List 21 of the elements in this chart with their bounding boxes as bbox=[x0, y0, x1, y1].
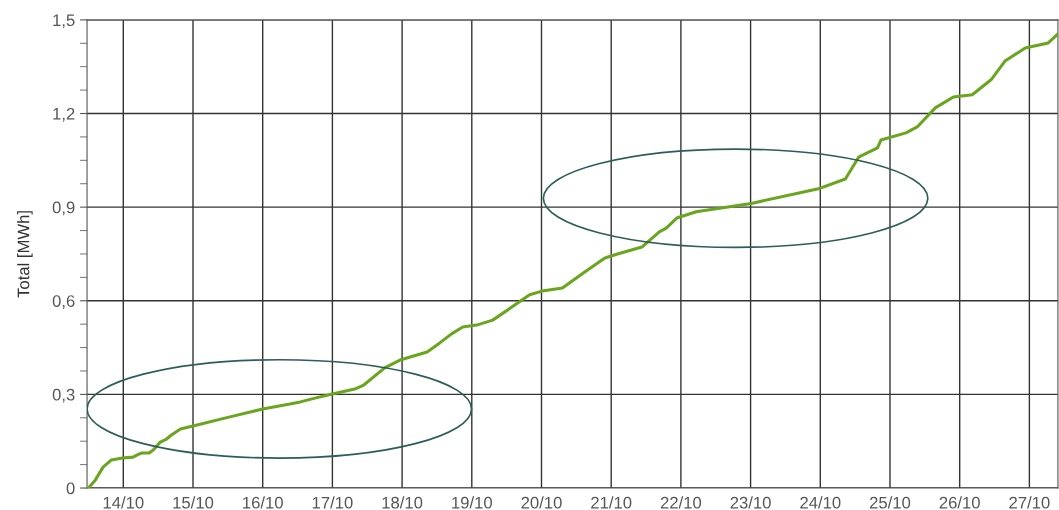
x-tick-label: 23/10 bbox=[730, 496, 771, 509]
y-tick-label: 1,2 bbox=[53, 107, 75, 122]
x-tick-label: 25/10 bbox=[869, 496, 911, 509]
x-tick-label: 20/10 bbox=[521, 496, 562, 509]
x-tick-label: 14/10 bbox=[103, 496, 144, 509]
x-tick-label: 22/10 bbox=[660, 496, 702, 509]
y-tick-label: 0,6 bbox=[52, 295, 75, 309]
x-tick-label: 26/10 bbox=[939, 496, 980, 509]
x-tick-label: 19/10 bbox=[452, 496, 492, 509]
x-tick-label: 17/10 bbox=[312, 496, 353, 509]
x-tick-label: 21/10 bbox=[591, 496, 632, 509]
x-tick-label: 24/10 bbox=[800, 496, 841, 509]
x-tick-label: 18/10 bbox=[382, 496, 423, 509]
x-tick-label: 15/10 bbox=[173, 496, 214, 509]
x-tick-label: 16/10 bbox=[243, 496, 283, 509]
y-tick-label: 0,3 bbox=[52, 388, 75, 403]
y-tick-label: 0 bbox=[66, 482, 75, 495]
x-tick-label: 27/10 bbox=[1009, 496, 1050, 509]
y-axis-title: Total [MWh] bbox=[17, 211, 33, 298]
y-tick-label: 1,5 bbox=[53, 14, 75, 29]
y-tick-label: 0,9 bbox=[52, 201, 75, 216]
